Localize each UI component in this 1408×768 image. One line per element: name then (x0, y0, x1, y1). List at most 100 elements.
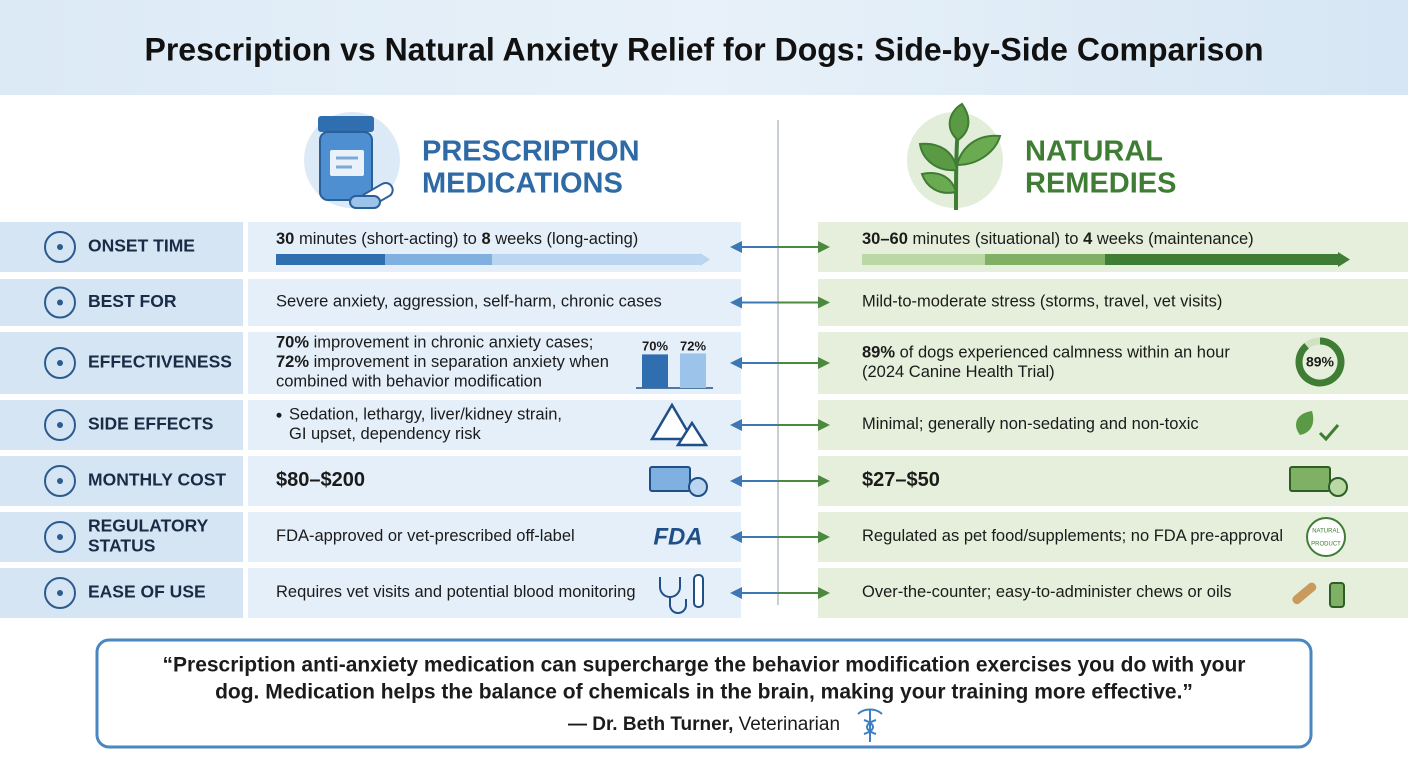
pill-bottle-icon (304, 112, 400, 209)
progress-arrow (1338, 252, 1350, 267)
prescription-cell (248, 512, 741, 562)
cell-text-part: Mild-to-moderate stress (storms, travel,… (862, 293, 1222, 311)
row-icon (44, 231, 76, 263)
row-label: STATUS (88, 536, 155, 556)
row-icon (44, 409, 76, 441)
progress-bar (862, 254, 991, 265)
cell-text: Mild-to-moderate stress (storms, travel,… (862, 293, 1222, 311)
leaf-check-icon (1318, 424, 1340, 442)
cell-text: 89% of dogs experienced calmness within … (862, 344, 1230, 362)
cash-icon (1289, 466, 1331, 492)
arrow-head (730, 357, 742, 369)
cell-text-bold: 89% (862, 344, 895, 362)
author-role: Veterinarian (733, 714, 840, 735)
column-heading: PRESCRIPTION (422, 136, 640, 168)
cell-text-part: improvement in separation anxiety when (309, 353, 609, 371)
title: Prescription vs Natural Anxiety Relief f… (144, 31, 1263, 67)
progress-bar (276, 254, 391, 265)
cell-text: $27–$50 (862, 469, 940, 491)
arrow-head (818, 419, 830, 431)
prescription-cell (248, 568, 741, 618)
cell-text: Sedation, lethargy, liver/kidney strain, (289, 406, 562, 424)
bar (642, 354, 668, 388)
row-label: EASE OF USE (88, 582, 206, 602)
coin-icon (688, 477, 708, 497)
donut-arc (1295, 337, 1345, 387)
cell-text-part: minutes (situational) to (908, 230, 1083, 248)
fda-badge: FDA (653, 523, 702, 550)
arrow-head (730, 531, 742, 543)
cell-text: Severe anxiety, aggression, self-harm, c… (276, 293, 662, 311)
bar-value-label: 70% (642, 338, 668, 353)
cell-text: 30–60 minutes (situational) to 4 weeks (… (862, 230, 1254, 248)
cell-text-part: GI upset, dependency risk (289, 425, 481, 443)
natural-cell (818, 279, 1408, 326)
arrow-head (730, 296, 742, 309)
quote-line: “Prescription anti-anxiety medication ca… (163, 654, 1246, 677)
row-icon-dot (57, 360, 63, 366)
cell-text-part: weeks (maintenance) (1092, 230, 1253, 248)
quote-box (95, 638, 1313, 749)
row-icon-dot (57, 478, 63, 484)
cell-text-part: improvement in chronic anxiety cases; (309, 334, 593, 352)
progress-bar (1105, 254, 1344, 265)
cell-text-bold: 70% (276, 334, 309, 352)
row-label: EFFECTIVENESS (88, 352, 232, 372)
prescription-cell (248, 279, 741, 326)
leaf-check-icon (1296, 411, 1314, 435)
progress-bar (492, 254, 706, 265)
progress-bar (385, 254, 498, 265)
cell-text-bold: 4 (1083, 230, 1093, 248)
label-cell (0, 568, 243, 618)
quote-attribution: — Dr. Beth Turner, Veterinarian (568, 714, 840, 735)
label-cell (0, 222, 243, 272)
cell-text: 70% improvement in chronic anxiety cases… (276, 334, 593, 352)
label-cell (0, 279, 243, 326)
warning-icon (649, 402, 695, 441)
cell-text: Requires vet visits and potential blood … (276, 583, 636, 601)
row-label: BEST FOR (88, 291, 177, 311)
bullet (276, 412, 282, 418)
row-icon-dot (57, 244, 63, 250)
cell-text: Regulated as pet food/supplements; no FD… (862, 527, 1283, 545)
warning-icon (675, 420, 709, 447)
cell-text-part: weeks (long-acting) (491, 230, 639, 248)
row-icon (44, 286, 76, 319)
cell-text: FDA-approved or vet-prescribed off-label (276, 527, 575, 545)
column-heading: MEDICATIONS (422, 168, 623, 200)
cell-text-part: of dogs experienced calmness within an h… (895, 344, 1230, 362)
cell-text: Minimal; generally non-sedating and non-… (862, 415, 1199, 433)
caduceus-icon (857, 708, 883, 742)
row-icon-dot (57, 422, 63, 428)
cell-text: (2024 Canine Health Trial) (862, 363, 1055, 381)
comparison-rows: ONSET TIME 30 minutes (short-acting) to 8… (0, 222, 1408, 618)
arrow-head (818, 296, 830, 309)
stethoscope-icon (659, 577, 687, 614)
arrow-head (818, 531, 830, 543)
row-label: MONTHLY COST (88, 470, 226, 490)
arrow-head (818, 357, 830, 369)
cell-text-bold: 30 (276, 230, 294, 248)
row-label: SIDE EFFECTS (88, 414, 213, 434)
cell-text: GI upset, dependency risk (289, 425, 481, 443)
author: — Dr. Beth Turner, (568, 714, 733, 735)
row-icon-dot (57, 590, 63, 596)
cell-text: 72% improvement in separation anxiety wh… (276, 353, 609, 371)
arrow-head (818, 587, 830, 599)
row-icon-dot (57, 534, 63, 540)
natural-badge-text: NATURAL (1312, 529, 1340, 535)
cell-text-part: Sedation, lethargy, liver/kidney strain, (289, 406, 562, 424)
row-icon (44, 577, 76, 609)
title-band (0, 0, 1408, 95)
label-cell (0, 400, 243, 450)
cell-text-part: Requires vet visits and potential blood … (276, 583, 636, 601)
arrow-head (730, 587, 742, 599)
bar (680, 353, 706, 388)
column-heading: NATURAL (1025, 136, 1163, 168)
bar-value-label: 72% (680, 338, 706, 353)
row-label: REGULATORY (88, 516, 209, 536)
cell-text: 30 minutes (short-acting) to 8 weeks (lo… (276, 230, 638, 248)
label-cell (0, 332, 243, 394)
